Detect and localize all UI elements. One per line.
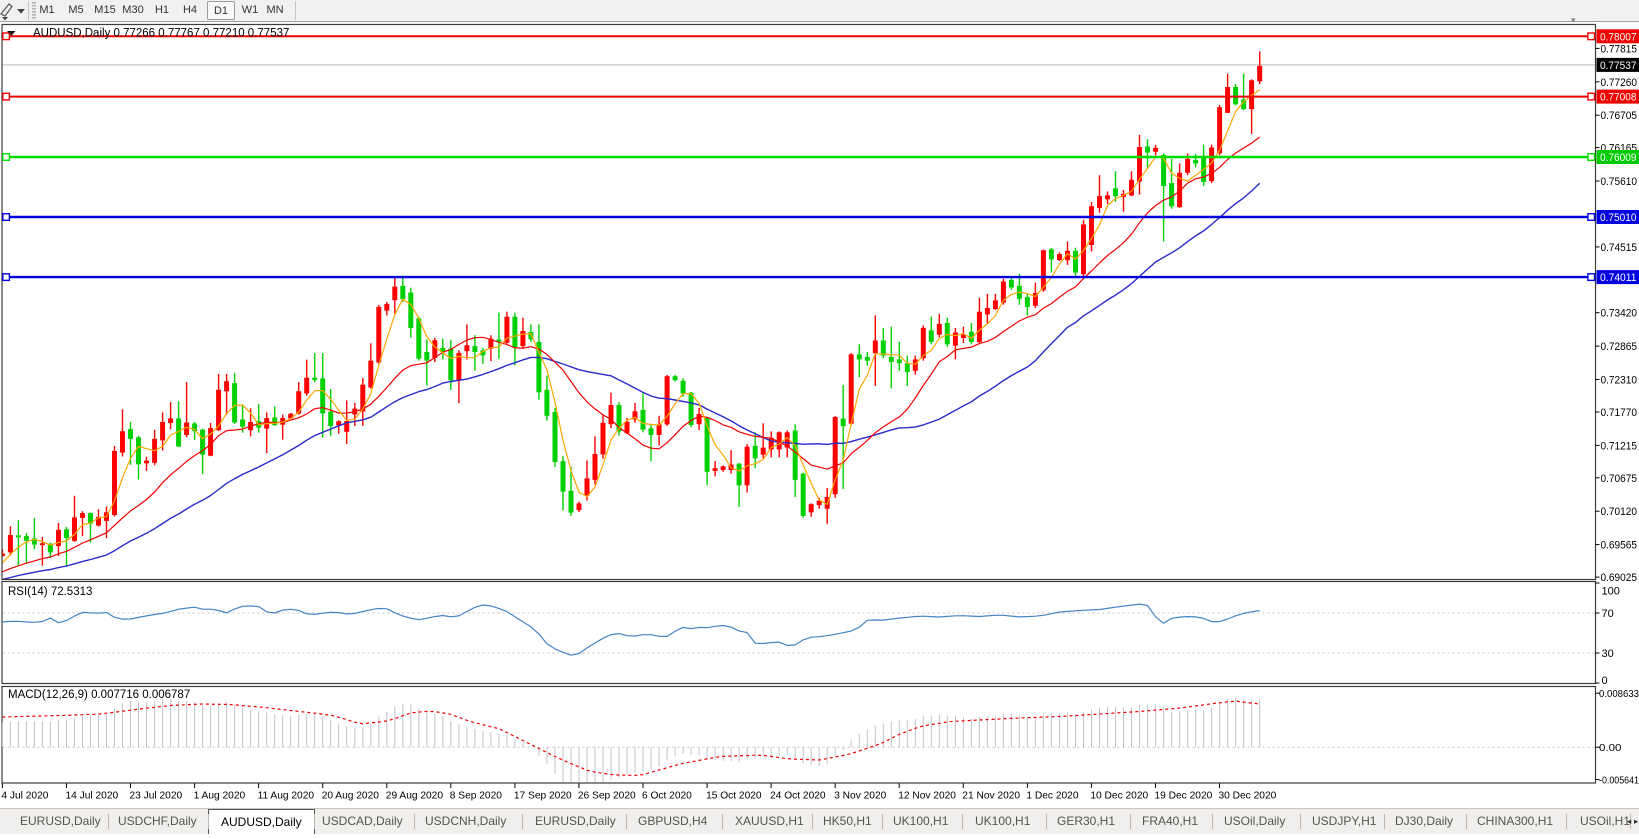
svg-text:0.008633: 0.008633 bbox=[1599, 688, 1639, 700]
svg-text:0.76009: 0.76009 bbox=[1600, 152, 1637, 164]
svg-text:1 Dec 2020: 1 Dec 2020 bbox=[1026, 791, 1078, 802]
svg-text:▾: ▾ bbox=[1571, 15, 1576, 25]
svg-text:21 Nov 2020: 21 Nov 2020 bbox=[962, 791, 1020, 802]
svg-text:0.69565: 0.69565 bbox=[1601, 540, 1638, 552]
svg-text:0.74515: 0.74515 bbox=[1601, 242, 1638, 254]
svg-text:24 Oct 2020: 24 Oct 2020 bbox=[770, 791, 826, 802]
svg-text:30 Dec 2020: 30 Dec 2020 bbox=[1219, 791, 1277, 802]
svg-text:0.77260: 0.77260 bbox=[1601, 77, 1638, 89]
svg-text:6 Oct 2020: 6 Oct 2020 bbox=[642, 791, 692, 802]
svg-text:0.72865: 0.72865 bbox=[1601, 341, 1638, 353]
svg-text:100: 100 bbox=[1602, 586, 1620, 598]
svg-text:70: 70 bbox=[1602, 608, 1614, 620]
svg-text:0.71770: 0.71770 bbox=[1601, 407, 1638, 419]
svg-text:0.77815: 0.77815 bbox=[1601, 43, 1638, 55]
svg-text:AUDUSD,Daily 0.77266 0.77767: AUDUSD,Daily 0.77266 0.77767 0.77210 0.7… bbox=[33, 27, 289, 39]
svg-text:0.75610: 0.75610 bbox=[1601, 176, 1638, 188]
svg-text:26 Sep 2020: 26 Sep 2020 bbox=[578, 791, 636, 802]
svg-text:-0.005641: -0.005641 bbox=[1599, 775, 1639, 787]
svg-text:30: 30 bbox=[1602, 648, 1614, 660]
svg-text:1 Aug 2020: 1 Aug 2020 bbox=[194, 791, 246, 802]
svg-text:0.00: 0.00 bbox=[1599, 742, 1622, 754]
svg-text:0.69025: 0.69025 bbox=[1601, 572, 1638, 584]
svg-text:MACD(12,26,9) 0.007716 0.00678: MACD(12,26,9) 0.007716 0.006787 bbox=[8, 689, 190, 701]
svg-text:4 Jul 2020: 4 Jul 2020 bbox=[1, 791, 48, 802]
svg-text:0.70120: 0.70120 bbox=[1601, 506, 1638, 518]
svg-text:0.78007: 0.78007 bbox=[1600, 31, 1637, 43]
svg-text:0.75010: 0.75010 bbox=[1600, 212, 1637, 224]
svg-text:0.73420: 0.73420 bbox=[1601, 308, 1638, 320]
svg-text:11 Aug 2020: 11 Aug 2020 bbox=[258, 791, 315, 802]
svg-text:0.77537: 0.77537 bbox=[1600, 60, 1637, 72]
svg-text:19 Dec 2020: 19 Dec 2020 bbox=[1155, 791, 1213, 802]
svg-text:29 Aug 2020: 29 Aug 2020 bbox=[386, 791, 444, 802]
svg-text:15 Oct 2020: 15 Oct 2020 bbox=[706, 791, 762, 802]
svg-text:20 Aug 2020: 20 Aug 2020 bbox=[322, 791, 380, 802]
svg-text:0.74011: 0.74011 bbox=[1600, 272, 1637, 284]
svg-text:0.70675: 0.70675 bbox=[1601, 473, 1638, 485]
svg-text:12 Nov 2020: 12 Nov 2020 bbox=[898, 791, 956, 802]
svg-text:14 Jul 2020: 14 Jul 2020 bbox=[66, 791, 119, 802]
svg-text:0.72310: 0.72310 bbox=[1601, 375, 1638, 387]
svg-text:8 Sep 2020: 8 Sep 2020 bbox=[450, 791, 502, 802]
svg-text:0.76705: 0.76705 bbox=[1601, 110, 1638, 122]
svg-text:3 Nov 2020: 3 Nov 2020 bbox=[834, 791, 886, 802]
svg-text:0: 0 bbox=[1602, 675, 1608, 687]
svg-text:0.71215: 0.71215 bbox=[1601, 440, 1638, 452]
svg-text:23 Jul 2020: 23 Jul 2020 bbox=[130, 791, 183, 802]
svg-text:RSI(14) 72.5313: RSI(14) 72.5313 bbox=[8, 586, 92, 598]
svg-text:0.77008: 0.77008 bbox=[1600, 92, 1637, 104]
svg-text:10 Dec 2020: 10 Dec 2020 bbox=[1090, 791, 1148, 802]
svg-text:17 Sep 2020: 17 Sep 2020 bbox=[514, 791, 572, 802]
